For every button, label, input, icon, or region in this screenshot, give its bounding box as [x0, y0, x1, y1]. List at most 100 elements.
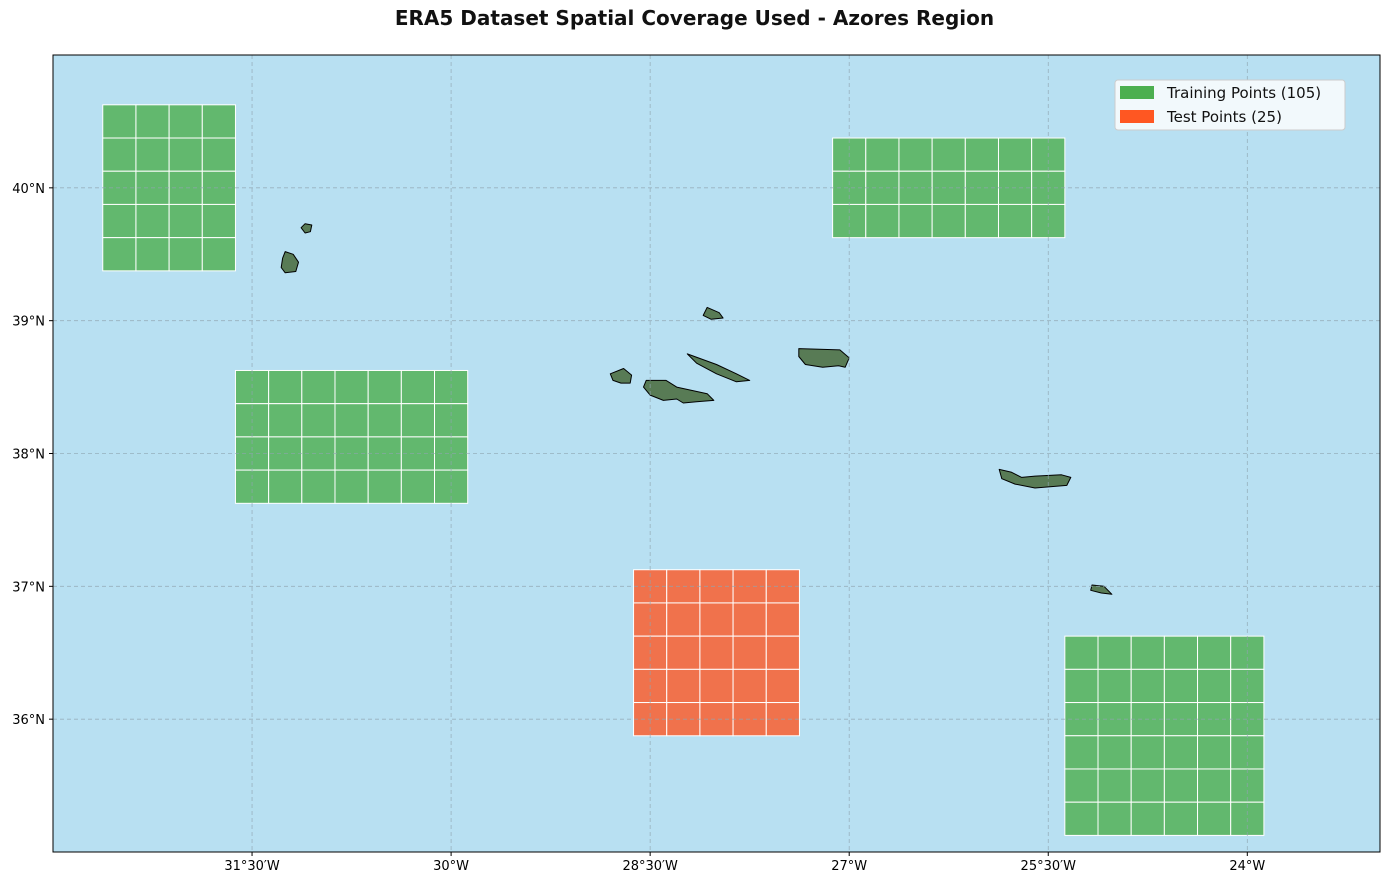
lon-tick-label: 25°30′W	[1021, 859, 1077, 874]
legend-swatch-test	[1120, 110, 1154, 123]
training-cell	[1130, 668, 1165, 704]
training-cell	[964, 203, 999, 239]
training-cell	[102, 237, 137, 272]
training-cell	[1197, 668, 1232, 704]
test-cell	[732, 635, 767, 670]
training-cell	[334, 369, 369, 405]
training-cell	[997, 137, 1033, 172]
test-cell	[765, 602, 800, 637]
training-cell	[268, 403, 303, 438]
training-cell	[135, 237, 170, 272]
training-cell	[1130, 735, 1165, 770]
training-cell	[1097, 635, 1132, 670]
training-cell	[1197, 768, 1232, 803]
test-cell	[666, 635, 701, 670]
island-santa-maria	[1090, 584, 1113, 595]
training-cell	[931, 203, 966, 239]
training-cell	[1130, 635, 1165, 670]
test-cell	[732, 602, 767, 637]
training-cell	[135, 137, 170, 172]
training-cell	[135, 104, 170, 139]
latitude-ticks: 36°N 37°N 38°N 39°N 40°N	[12, 182, 53, 728]
training-cell	[367, 369, 402, 405]
training-cell	[301, 369, 336, 405]
training-cell	[1197, 801, 1232, 836]
longitude-ticks: 31°30′W 30°W 28°30′W 27°W 25°30′W 24°W	[224, 852, 1265, 874]
lat-tick-label: 39°N	[12, 315, 45, 330]
training-cell	[1130, 801, 1165, 836]
training-cell	[168, 237, 203, 272]
test-cell	[699, 602, 734, 637]
training-cell	[1163, 801, 1199, 836]
training-cell	[168, 137, 203, 172]
training-cell	[1064, 768, 1099, 803]
training-cell	[1163, 768, 1199, 803]
legend-box	[1114, 79, 1346, 131]
training-cell	[168, 203, 203, 239]
map-title: ERA5 Dataset Spatial Coverage Used - Azo…	[394, 6, 995, 30]
training-cell	[102, 104, 137, 139]
training-cell	[964, 137, 999, 172]
training-cell	[201, 203, 236, 239]
training-cell	[334, 469, 369, 504]
test-cell	[666, 602, 701, 637]
test-cell	[732, 668, 767, 704]
training-cell	[201, 237, 236, 272]
lon-tick-label: 27°W	[831, 859, 867, 874]
island-pico	[643, 379, 715, 404]
island-terceira	[798, 348, 850, 368]
training-cell	[898, 203, 933, 239]
training-cell	[997, 203, 1033, 239]
training-cell	[1097, 668, 1132, 704]
training-cell	[400, 469, 436, 504]
lat-tick-label: 37°N	[12, 580, 45, 595]
lon-tick-label: 30°W	[433, 859, 469, 874]
island-flores	[280, 251, 299, 274]
azores-islands	[280, 223, 1113, 595]
legend-swatch-training	[1120, 86, 1154, 99]
legend-label-training: Training Points (105)	[1166, 84, 1321, 102]
test-cell	[765, 668, 800, 704]
training-cell	[301, 469, 336, 504]
island-sao-jorge	[686, 353, 751, 383]
training-cell	[201, 104, 236, 139]
training-cell	[1197, 635, 1232, 670]
lat-tick-label: 36°N	[12, 713, 45, 728]
training-cell	[400, 403, 436, 438]
legend: Training Points (105) Test Points (25)	[1114, 79, 1346, 131]
training-cell	[865, 137, 900, 172]
training-cell	[334, 403, 369, 438]
training-cell	[865, 203, 900, 239]
training-cell	[1064, 635, 1099, 670]
training-cell	[1097, 735, 1132, 770]
training-cell	[1163, 735, 1199, 770]
training-cell	[201, 137, 236, 172]
lat-tick-label: 40°N	[12, 182, 45, 197]
training-cell	[268, 469, 303, 504]
island-faial	[609, 368, 633, 384]
training-cell	[931, 137, 966, 172]
lon-tick-label: 31°30′W	[224, 859, 280, 874]
training-cell	[102, 137, 137, 172]
training-cell	[1163, 635, 1199, 670]
training-cell	[1064, 801, 1099, 836]
training-cell	[1097, 801, 1132, 836]
training-cell	[1064, 735, 1099, 770]
training-cell	[898, 137, 933, 172]
training-cell	[102, 203, 137, 239]
test-cell	[699, 635, 734, 670]
training-cell	[1163, 668, 1199, 704]
training-cell	[1197, 735, 1232, 770]
training-cell	[367, 469, 402, 504]
lon-tick-label: 28°30′W	[622, 859, 678, 874]
test-cell	[699, 668, 734, 704]
training-cell	[1064, 668, 1099, 704]
island-graciosa	[702, 306, 724, 320]
lon-tick-label: 24°W	[1229, 859, 1265, 874]
test-cell	[765, 635, 800, 670]
island-sao-miguel	[998, 468, 1072, 489]
lat-tick-label: 38°N	[12, 448, 45, 463]
training-cell	[268, 369, 303, 405]
training-cell	[1130, 768, 1165, 803]
